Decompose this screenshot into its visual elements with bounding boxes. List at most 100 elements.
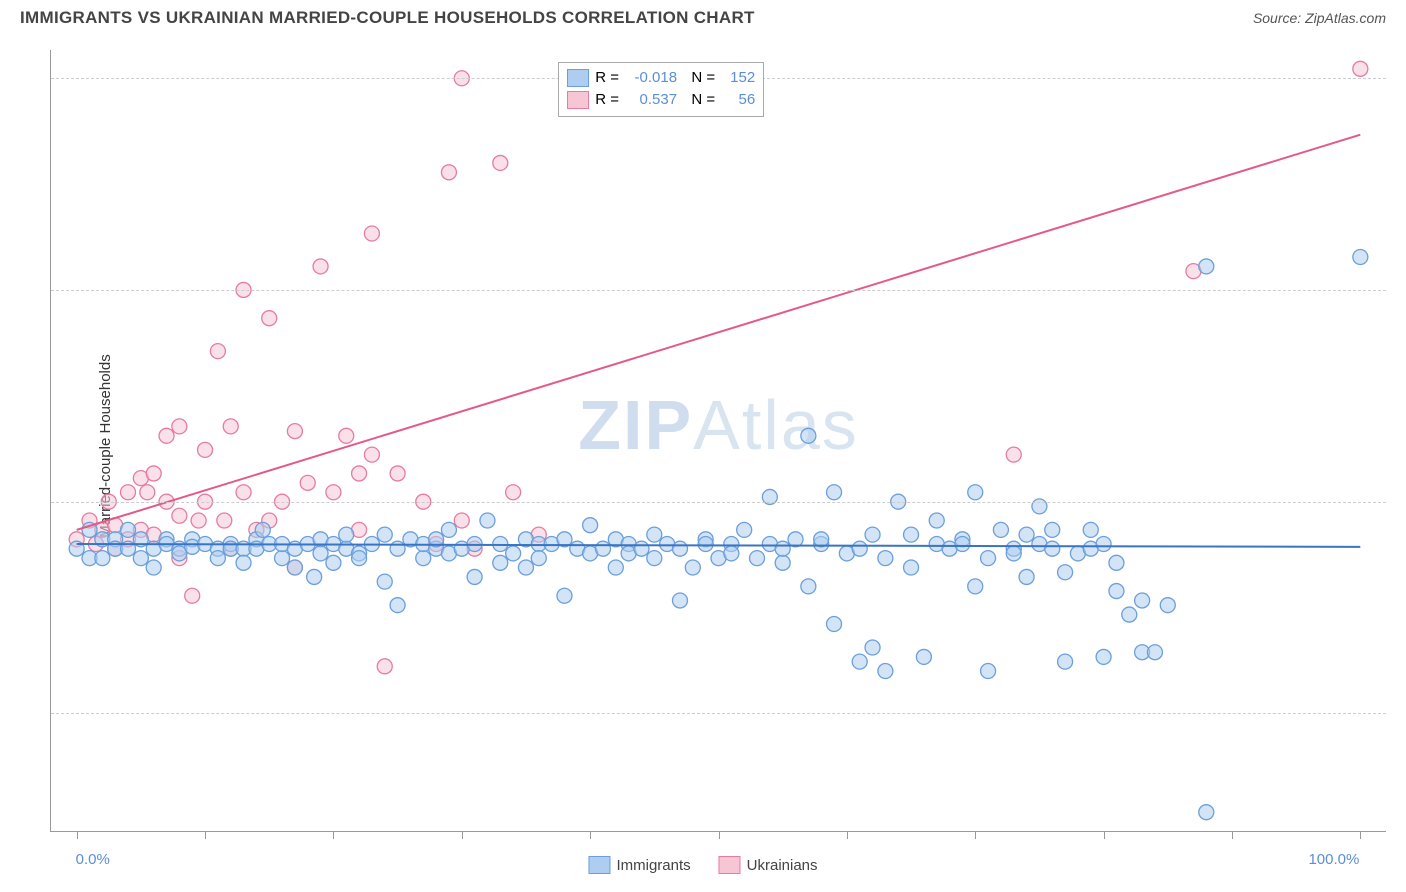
data-point: [217, 513, 232, 528]
legend-item-ukrainians: Ukrainians: [719, 856, 818, 874]
x-tick-label: 100.0%: [1308, 851, 1359, 868]
data-point: [955, 537, 970, 552]
x-tick: [847, 831, 848, 839]
source-label: Source: ZipAtlas.com: [1253, 10, 1386, 26]
data-point: [1006, 447, 1021, 462]
legend-r-value: -0.018: [625, 67, 677, 90]
x-axis-legend: Immigrants Ukrainians: [588, 856, 817, 874]
legend-r-value: 0.537: [625, 89, 677, 112]
data-point: [775, 555, 790, 570]
data-point: [1096, 649, 1111, 664]
data-point: [467, 569, 482, 584]
data-point: [750, 551, 765, 566]
data-point: [1147, 645, 1162, 660]
data-point: [287, 560, 302, 575]
data-point: [788, 532, 803, 547]
data-point: [172, 419, 187, 434]
data-point: [236, 485, 251, 500]
data-point: [198, 442, 213, 457]
data-point: [865, 527, 880, 542]
data-point: [377, 659, 392, 674]
data-point: [300, 475, 315, 490]
data-point: [210, 344, 225, 359]
chart-title: IMMIGRANTS VS UKRAINIAN MARRIED-COUPLE H…: [20, 8, 755, 28]
data-point: [506, 485, 521, 500]
data-point: [352, 551, 367, 566]
data-point: [390, 466, 405, 481]
data-point: [1109, 555, 1124, 570]
data-point: [146, 466, 161, 481]
swatch-icon: [719, 856, 741, 874]
data-point: [159, 428, 174, 443]
data-point: [929, 513, 944, 528]
data-point: [133, 551, 148, 566]
data-point: [377, 527, 392, 542]
data-point: [698, 537, 713, 552]
data-point: [878, 664, 893, 679]
data-point: [339, 428, 354, 443]
data-point: [307, 569, 322, 584]
data-point: [968, 579, 983, 594]
x-tick: [1360, 831, 1361, 839]
data-point: [557, 588, 572, 603]
data-point: [608, 560, 623, 575]
data-point: [313, 259, 328, 274]
legend-row: R = 0.537 N = 56: [567, 89, 755, 112]
correlation-legend: R = -0.018 N = 152 R = 0.537 N = 56: [558, 62, 764, 117]
data-point: [172, 508, 187, 523]
data-point: [275, 551, 290, 566]
data-point: [1006, 546, 1021, 561]
data-point: [1083, 522, 1098, 537]
data-point: [95, 551, 110, 566]
chart-plot-area: ZIPAtlas 32.5%55.0%77.5%100.0% R = -0.01…: [50, 50, 1386, 832]
data-point: [1096, 537, 1111, 552]
data-point: [262, 311, 277, 326]
data-point: [326, 485, 341, 500]
data-point: [724, 546, 739, 561]
data-point: [583, 518, 598, 533]
swatch-icon: [588, 856, 610, 874]
data-point: [1058, 565, 1073, 580]
data-point: [352, 466, 367, 481]
x-tick: [333, 831, 334, 839]
gridline: [51, 502, 1386, 503]
data-point: [518, 560, 533, 575]
swatch-icon: [567, 69, 589, 87]
x-tick: [590, 831, 591, 839]
data-point: [326, 555, 341, 570]
data-point: [904, 560, 919, 575]
data-point: [140, 485, 155, 500]
data-point: [647, 551, 662, 566]
data-point: [364, 447, 379, 462]
x-tick: [975, 831, 976, 839]
x-tick: [77, 831, 78, 839]
data-point: [390, 541, 405, 556]
x-tick: [462, 831, 463, 839]
data-point: [827, 485, 842, 500]
data-point: [185, 588, 200, 603]
data-point: [441, 165, 456, 180]
legend-n-value: 152: [721, 67, 755, 90]
data-point: [801, 579, 816, 594]
data-point: [493, 555, 508, 570]
data-point: [852, 654, 867, 669]
data-point: [1199, 259, 1214, 274]
data-point: [993, 522, 1008, 537]
data-point: [1122, 607, 1137, 622]
data-point: [223, 419, 238, 434]
data-point: [801, 428, 816, 443]
data-point: [916, 649, 931, 664]
data-point: [121, 522, 136, 537]
swatch-icon: [567, 91, 589, 109]
regression-line: [77, 135, 1361, 530]
legend-r-label: R =: [595, 67, 619, 90]
data-point: [1353, 250, 1368, 265]
data-point: [191, 513, 206, 528]
data-point: [146, 560, 161, 575]
x-tick: [205, 831, 206, 839]
data-point: [364, 226, 379, 241]
data-point: [685, 560, 700, 575]
legend-row: R = -0.018 N = 152: [567, 67, 755, 90]
gridline: [51, 713, 1386, 714]
data-point: [454, 513, 469, 528]
